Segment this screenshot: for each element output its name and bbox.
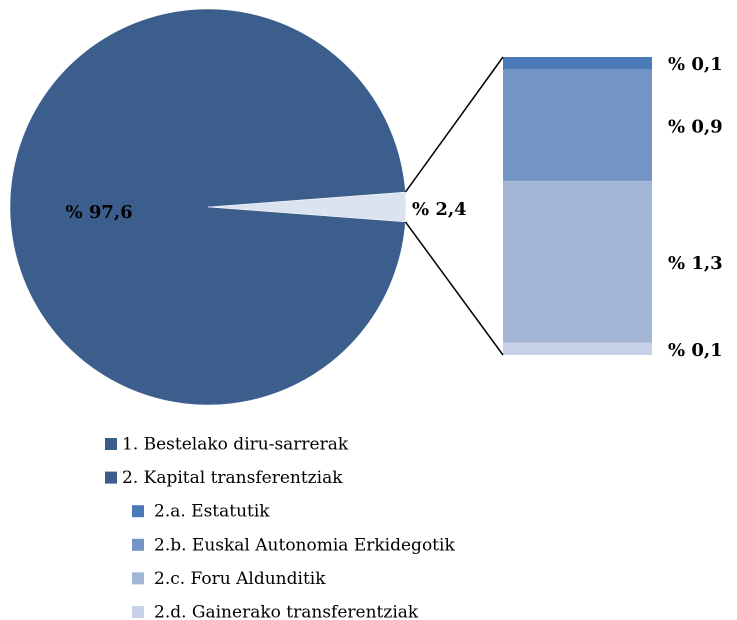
bar-segment: [503, 69, 652, 182]
legend-swatch: [132, 572, 144, 585]
bar-label: % 0,1: [668, 340, 723, 361]
bar-label: % 0,9: [668, 116, 723, 137]
connector: [404, 221, 504, 356]
connector: [404, 56, 504, 193]
legend-label: 2. Kapital transferentziak: [122, 468, 343, 488]
pie-label: % 97,6: [65, 202, 132, 223]
bar-label: % 1,3: [668, 253, 723, 274]
bar-segment: [503, 57, 652, 70]
legend-label: 2.b. Euskal Autonomia Erkidegotik: [154, 535, 455, 555]
legend-label: 2.d. Gainerako transferentziak: [154, 603, 419, 620]
legend-swatch: [132, 505, 144, 518]
pie-label: % 2,4: [412, 199, 467, 220]
legend-swatch: [132, 606, 144, 618]
legend-swatch: [105, 471, 117, 484]
legend-label: 1. Bestelako diru-sarrerak: [122, 435, 349, 455]
bar-segment: [503, 342, 652, 355]
legend-swatch: [105, 438, 117, 450]
legend-label: 2.a. Estatutik: [154, 502, 270, 522]
legend-swatch: [132, 538, 144, 551]
pie-slice: [9, 8, 406, 406]
legend-label: 2.c. Foru Aldunditik: [154, 569, 326, 589]
bar-segment: [503, 181, 652, 343]
bar-label: % 0,1: [668, 54, 723, 75]
